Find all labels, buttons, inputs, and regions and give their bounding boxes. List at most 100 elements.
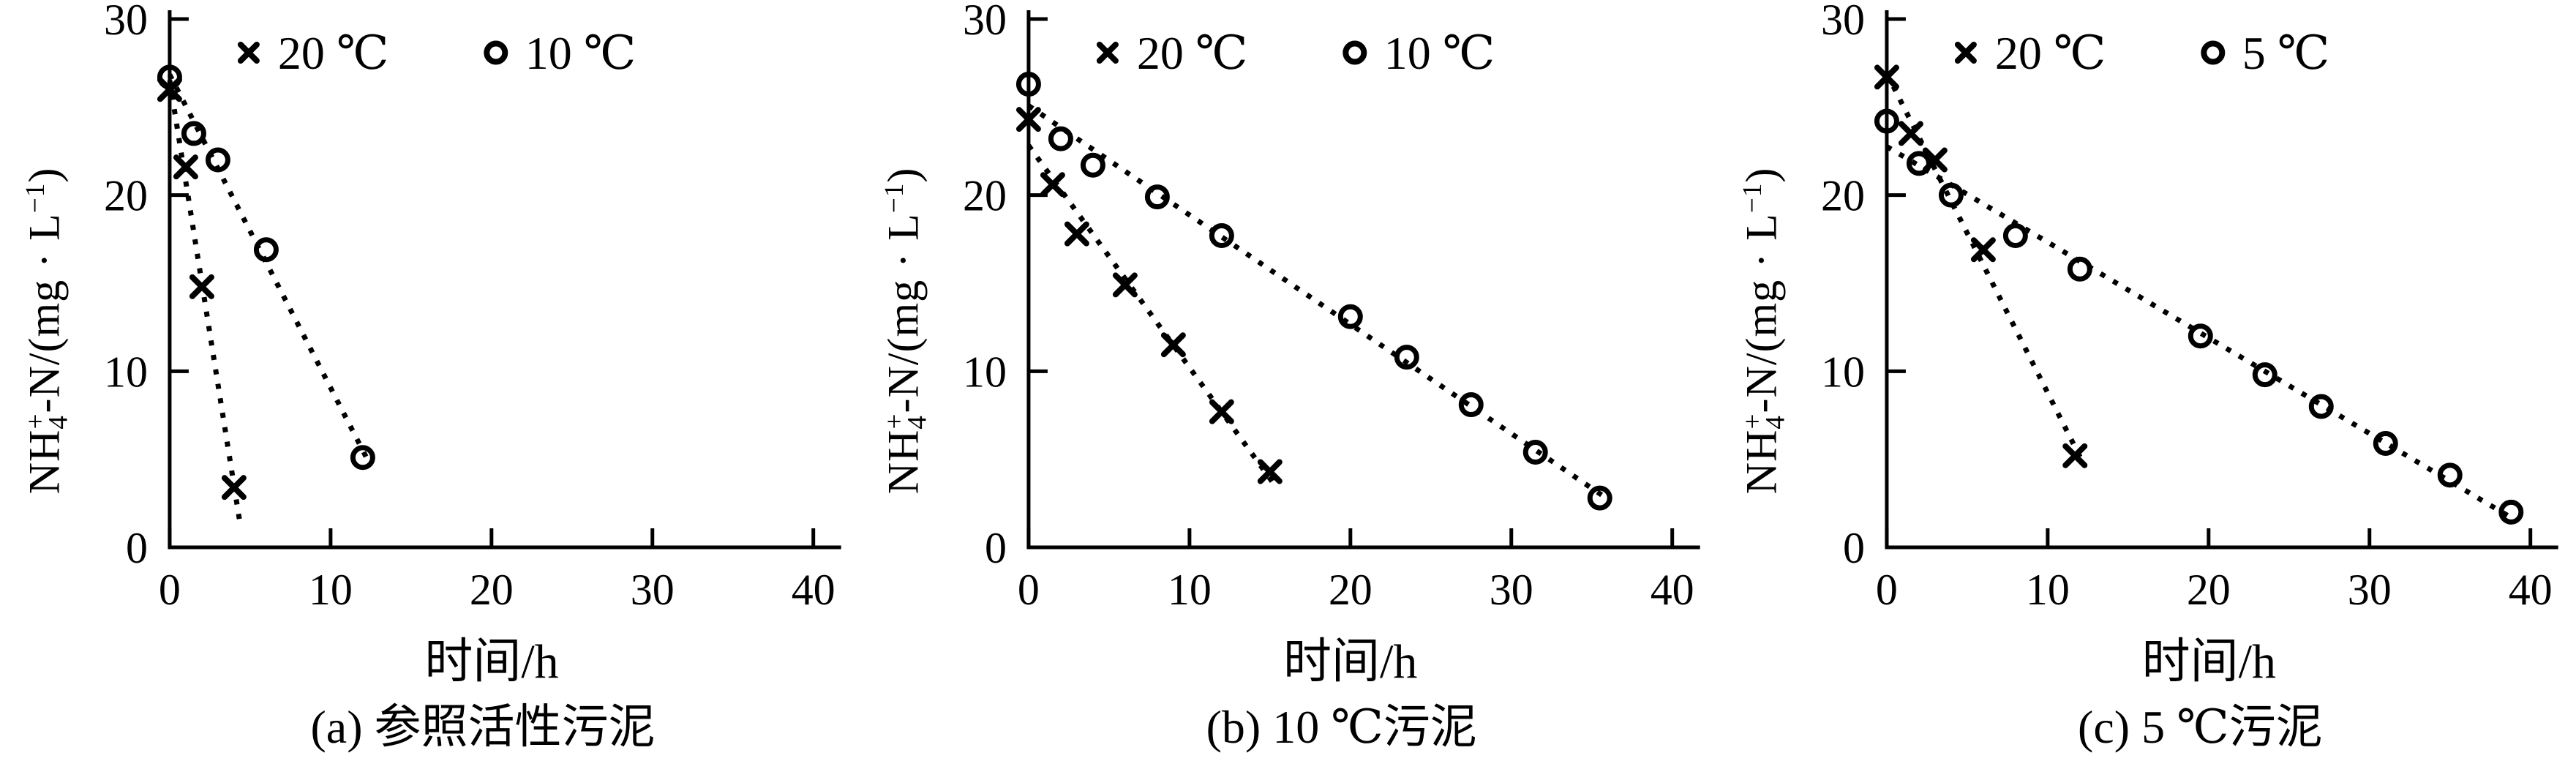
data-point-circle: [1080, 152, 1105, 178]
x-marker-stroke: [1096, 42, 1119, 64]
data-point-circle: [1458, 392, 1484, 418]
plot-area-a: 0 10 20 30 0 10 20 30 40 20 ℃ 10 ℃: [104, 0, 841, 614]
x-marker-stroke: [1112, 272, 1138, 298]
legend-circle-marker: [484, 40, 508, 65]
data-point-circle: [350, 445, 375, 471]
x-tick-label: 30: [2348, 566, 2392, 614]
legend-entry: 20 ℃: [1096, 27, 1248, 79]
y-tick-label: 10: [963, 348, 1007, 396]
y-tick-label: 0: [1843, 524, 1865, 572]
x-marker-stroke: [173, 154, 198, 180]
data-point-circle: [2498, 499, 2524, 525]
ylabel-base: NH: [1737, 429, 1786, 495]
legend-label: 20 ℃: [278, 27, 389, 79]
legend-label: 10 ℃: [1383, 27, 1495, 79]
x-marker-stroke: [2062, 443, 2088, 468]
series-1: [1015, 107, 1283, 490]
data-point-x: [1064, 221, 1089, 247]
x-tick-label: 10: [2026, 566, 2070, 614]
data-point-circle: [1939, 182, 1964, 208]
y-axis-label: NH4+-N/(mg · L−1): [1737, 168, 1792, 495]
axis-lines: [168, 10, 841, 550]
ylabel-close: ): [879, 167, 928, 183]
x-tick-label: 0: [1876, 566, 1898, 614]
x-marker-stroke: [1040, 172, 1065, 198]
data-point-circle: [2309, 394, 2335, 419]
trend-line-dotted: [167, 80, 244, 527]
data-point-x: [1899, 121, 1924, 146]
y-tick-label: 10: [1821, 348, 1865, 396]
x-tick-label: 20: [1328, 566, 1372, 614]
data-point-circle: [2373, 431, 2399, 457]
data-point-circle: [1337, 304, 1363, 329]
data-point-x: [1257, 459, 1283, 484]
x-marker-stroke: [1209, 399, 1234, 424]
plot-area-b: 0 10 20 30 0 10 20 30 40 20 ℃ 10 ℃: [963, 0, 1700, 614]
ylabel-superscript-exp: −1: [879, 182, 909, 214]
panel-c: 0 10 20 30 0 10 20 30 40 20 ℃ 5 ℃ NH4+-N/(mg · L−1…: [1717, 0, 2576, 761]
y-tick-label: 20: [1821, 172, 1865, 220]
legend-x-marker: [1955, 42, 1978, 64]
series-2: [1874, 108, 2524, 525]
y-tick-label: 30: [104, 0, 148, 44]
legend-label: 5 ℃: [2242, 27, 2330, 79]
series-1: [157, 77, 247, 527]
data-point-x: [1040, 172, 1065, 198]
x-tick-label: 20: [470, 566, 514, 614]
data-point-x: [1015, 107, 1041, 132]
legend: 20 ℃ 5 ℃: [1955, 27, 2330, 79]
x-tick-label: 40: [1650, 566, 1694, 614]
y-tick-label: 10: [104, 348, 148, 396]
x-marker-stroke: [1955, 42, 1978, 64]
x-marker-stroke: [1160, 332, 1186, 358]
data-point-circle: [205, 147, 230, 173]
x-tick-label: 30: [631, 566, 675, 614]
tick-labels: 0 10 20 30 0 10 20 30 40: [963, 0, 1694, 614]
x-tick-label: 10: [1168, 566, 1212, 614]
data-point-x: [2062, 443, 2088, 468]
tick-labels: 0 10 20 30 0 10 20 30 40: [1821, 0, 2553, 614]
data-point-circle: [2068, 256, 2093, 282]
data-point-circle: [181, 121, 206, 146]
trend-line-dotted: [1026, 143, 1279, 490]
x-tick-label: 20: [2187, 566, 2231, 614]
y-axis-label: NH4+-N/(mg · L−1): [878, 168, 933, 495]
legend-entry: 5 ℃: [2201, 27, 2330, 79]
x-marker-stroke: [1015, 107, 1041, 132]
caption-c: (c) 5 ℃污泥: [2078, 701, 2323, 753]
series-1: [1874, 64, 2088, 468]
data-point-circle: [1522, 440, 1548, 465]
x-axis-label: 时间/h: [1283, 635, 1418, 689]
data-point-x: [1112, 272, 1138, 298]
x-tick-label: 0: [159, 566, 181, 614]
data-point-x: [1209, 399, 1234, 424]
legend: 20 ℃ 10 ℃: [237, 27, 636, 79]
data-point-x: [221, 475, 247, 501]
data-point-circle: [253, 237, 279, 263]
ylabel-superscript-plus: +: [20, 413, 50, 430]
trend-line-dotted: [1885, 144, 2520, 524]
x-marker-stroke: [1064, 221, 1089, 247]
ylabel-close: ): [1737, 167, 1786, 183]
data-point-circle: [1209, 223, 1234, 249]
data-point-x: [189, 274, 214, 299]
series-2: [157, 64, 375, 471]
panel-b: 0 10 20 30 0 10 20 30 40 20 ℃ 10 ℃ NH4+-N/(mg · L−…: [859, 0, 1718, 761]
data-point-circle: [1907, 151, 1932, 176]
x-marker-stroke: [237, 42, 260, 64]
legend-entry: 20 ℃: [237, 27, 389, 79]
data-point-circle: [1587, 485, 1612, 511]
data-point-circle: [1048, 126, 1073, 151]
data-point-circle: [2438, 462, 2463, 488]
x-tick-label: 30: [1489, 566, 1533, 614]
ylabel-base: NH: [20, 429, 69, 495]
data-point-circle: [1144, 184, 1170, 210]
x-tick-label: 0: [1018, 566, 1040, 614]
legend-label: 20 ℃: [1137, 27, 1248, 79]
ticks: [1885, 17, 2533, 550]
legend-entry: 10 ℃: [1342, 27, 1495, 79]
x-axis-label: 时间/h: [2141, 635, 2277, 689]
legend-label: 20 ℃: [1995, 27, 2106, 79]
caption-b: (b) 10 ℃污泥: [1206, 701, 1477, 753]
